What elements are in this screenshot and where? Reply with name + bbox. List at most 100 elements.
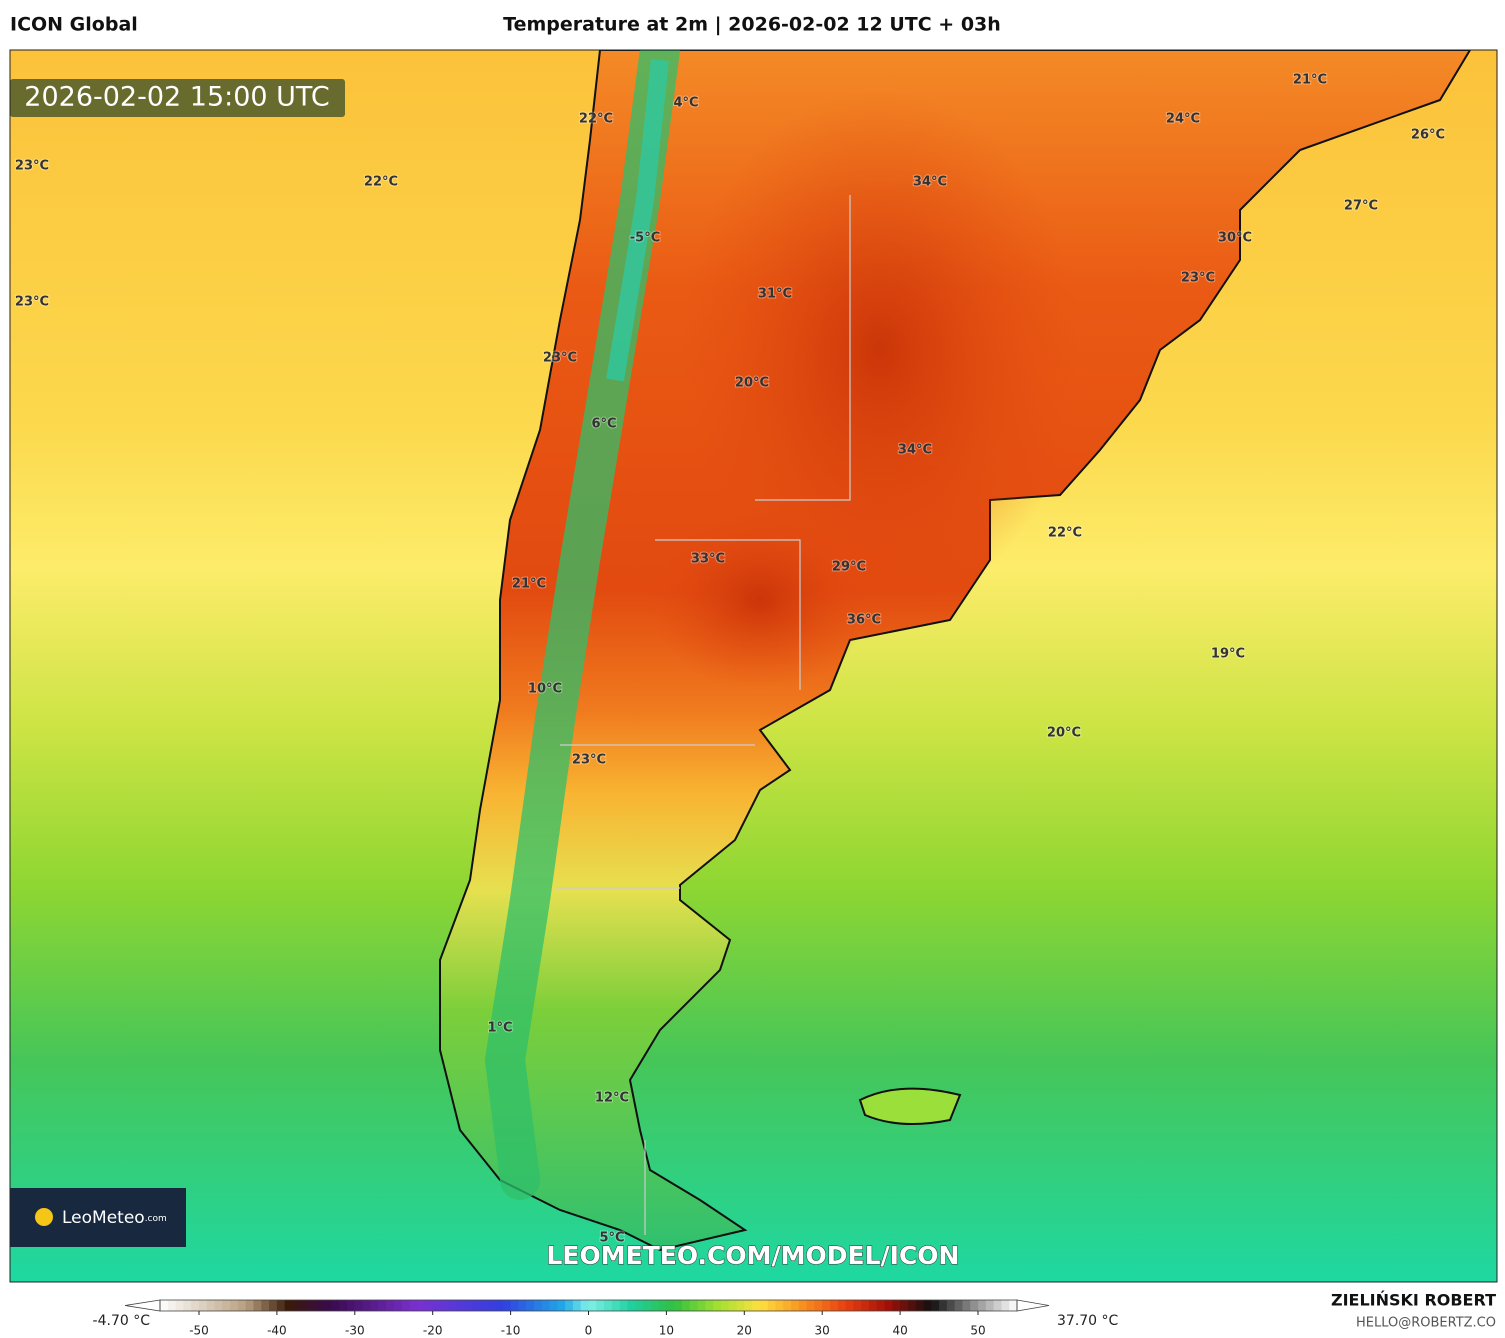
colorbar-swatch bbox=[323, 1300, 332, 1311]
colorbar-swatch bbox=[814, 1300, 823, 1311]
temperature-label: 24°C bbox=[1166, 112, 1200, 127]
temperature-label: 30°C bbox=[1218, 231, 1252, 246]
colorbar-tick-label: 10 bbox=[659, 1324, 674, 1338]
colorbar-swatch bbox=[907, 1300, 917, 1311]
logo-sun bbox=[35, 1208, 53, 1226]
colorbar-swatch bbox=[292, 1300, 301, 1311]
colorbar-swatch bbox=[331, 1300, 340, 1311]
colorbar-swatch bbox=[674, 1300, 683, 1311]
colorbar-swatch bbox=[588, 1300, 597, 1311]
colorbar-swatch bbox=[440, 1300, 449, 1311]
colorbar-swatch bbox=[510, 1300, 519, 1311]
colorbar-swatch bbox=[198, 1300, 208, 1311]
temperature-label: 21°C bbox=[512, 577, 546, 592]
temperature-label: 27°C bbox=[1344, 199, 1378, 214]
temperature-label: 4°C bbox=[673, 96, 698, 111]
temperature-label: 26°C bbox=[1411, 128, 1445, 143]
temperature-label: 34°C bbox=[898, 443, 932, 458]
colorbar-swatch bbox=[346, 1300, 356, 1311]
logo-suffix: .com bbox=[145, 1214, 167, 1224]
colorbar-swatch bbox=[798, 1300, 808, 1311]
temperature-label: 23°C bbox=[15, 159, 49, 174]
colorbar-swatch bbox=[845, 1300, 854, 1311]
colorbar-arrow bbox=[1016, 1299, 1050, 1312]
logo-text: LeoMeteo bbox=[62, 1208, 145, 1228]
colorbar-swatch bbox=[456, 1300, 465, 1311]
colorbar-tick-label: -30 bbox=[345, 1324, 365, 1338]
colorbar-swatch bbox=[487, 1300, 496, 1311]
colorbar-swatch bbox=[759, 1300, 769, 1311]
colorbar-swatch bbox=[385, 1300, 395, 1311]
colorbar-swatch bbox=[533, 1300, 543, 1311]
colorbar-swatch bbox=[175, 1300, 184, 1311]
colorbar-swatch bbox=[401, 1300, 410, 1311]
colorbar-swatch bbox=[463, 1300, 473, 1311]
temperature-label: 6°C bbox=[591, 417, 616, 432]
colorbar-swatch bbox=[954, 1300, 963, 1311]
colorbar-swatch bbox=[565, 1300, 574, 1311]
temperature-label: 22°C bbox=[364, 175, 398, 190]
map-title: Temperature at 2m | 2026-02-02 12 UTC + … bbox=[503, 14, 1001, 36]
colorbar-swatch bbox=[611, 1300, 621, 1311]
colorbar-swatch bbox=[479, 1300, 488, 1311]
colorbar-tick-label: -20 bbox=[423, 1324, 443, 1338]
colorbar-swatch bbox=[876, 1300, 886, 1311]
colorbar-swatch bbox=[915, 1300, 925, 1311]
falklands bbox=[858, 1087, 962, 1125]
colorbar-swatch bbox=[791, 1300, 800, 1311]
colorbar-swatch bbox=[853, 1300, 862, 1311]
colorbar-swatch bbox=[752, 1300, 761, 1311]
colorbar-swatch bbox=[191, 1300, 200, 1311]
colorbar-swatch bbox=[681, 1300, 691, 1311]
colorbar-swatch bbox=[448, 1300, 457, 1311]
temperature-label: -5°C bbox=[630, 231, 660, 246]
colorbar-swatch bbox=[502, 1300, 512, 1311]
colorbar-swatch bbox=[783, 1300, 792, 1311]
source: ICON Global bbox=[10, 14, 138, 36]
colorbar: -50 -40 -30 -20 -10 0 10 20 30 40 50 bbox=[124, 1299, 1050, 1338]
colorbar-swatch bbox=[884, 1300, 893, 1311]
colorbar-swatch bbox=[354, 1300, 364, 1311]
heat-core bbox=[680, 90, 1080, 610]
temperature-label: 20°C bbox=[1047, 726, 1081, 741]
heat-core bbox=[650, 510, 870, 690]
colorbar-swatch bbox=[526, 1300, 535, 1311]
colorbar-swatch bbox=[424, 1300, 434, 1311]
temperature-label: 22°C bbox=[579, 112, 613, 127]
temperature-label: 22°C bbox=[1048, 526, 1082, 541]
temperature-label: 23°C bbox=[1181, 271, 1215, 286]
colorbar-swatch bbox=[370, 1300, 379, 1311]
colorbar-swatch bbox=[230, 1300, 239, 1311]
colorbar-tick-label: -40 bbox=[267, 1324, 287, 1338]
colorbar-swatch bbox=[970, 1300, 979, 1311]
colorbar-swatch bbox=[978, 1300, 987, 1311]
colorbar-swatch bbox=[237, 1300, 247, 1311]
temperature-label: 5°C bbox=[599, 1231, 624, 1246]
colorbar-swatch bbox=[736, 1300, 745, 1311]
colorbar-swatch bbox=[744, 1300, 753, 1311]
timestamp: 2026-02-02 15:00 UTC bbox=[24, 82, 329, 113]
colorbar-swatch bbox=[985, 1300, 995, 1311]
colorbar-tick-label: 0 bbox=[585, 1324, 593, 1338]
colorbar-arrow bbox=[124, 1299, 161, 1312]
colorbar-swatch bbox=[315, 1300, 325, 1311]
colorbar-swatch bbox=[300, 1300, 309, 1311]
colorbar-swatch bbox=[206, 1300, 216, 1311]
colorbar-swatch bbox=[705, 1300, 714, 1311]
colorbar-swatch bbox=[775, 1300, 784, 1311]
logo-name: LeoMeteo.com bbox=[62, 1208, 167, 1228]
colorbar-swatch bbox=[892, 1300, 901, 1311]
colorbar-swatch bbox=[697, 1300, 706, 1311]
colorbar-swatch bbox=[619, 1300, 628, 1311]
colorbar-swatch bbox=[572, 1300, 582, 1311]
temperature-label: 23°C bbox=[543, 351, 577, 366]
colorbar-swatch bbox=[409, 1300, 418, 1311]
temperature-labels: 23°C 22°C 22°C 4°C 21°C 24°C 26°C 34°C 27°C -5°C 3… bbox=[14, 72, 1446, 1247]
colorbar-swatch bbox=[666, 1300, 675, 1311]
colorbar-swatch bbox=[720, 1300, 730, 1311]
colorbar-swatch bbox=[245, 1300, 254, 1311]
colorbar-max: 37.70 °C bbox=[1057, 1313, 1119, 1329]
temperature-label: 29°C bbox=[832, 560, 866, 575]
colorbar-swatch bbox=[861, 1300, 870, 1311]
colorbar-swatch bbox=[689, 1300, 699, 1311]
